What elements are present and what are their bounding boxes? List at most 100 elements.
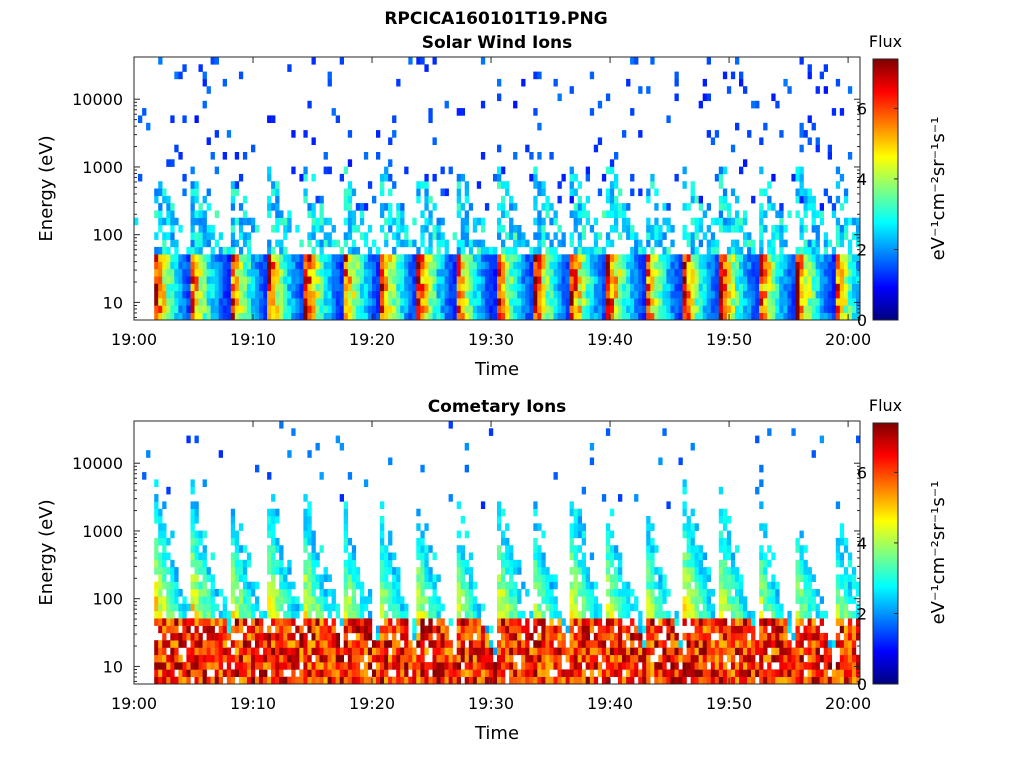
heatmap-cell [843, 312, 849, 321]
heatmap-cell [658, 298, 663, 306]
heatmap-cell [234, 567, 240, 575]
heatmap-cell [275, 640, 280, 648]
heatmap-cell [501, 181, 506, 189]
heatmap-cell [198, 254, 203, 262]
heatmap-cell [513, 290, 518, 299]
heatmap-cell [783, 647, 788, 656]
heatmap-cell [694, 246, 699, 255]
heatmap-cell [456, 567, 461, 575]
heatmap-cell [710, 676, 716, 685]
heatmap-cell [609, 647, 615, 656]
heatmap-cell [666, 115, 671, 123]
heatmap-cell [343, 239, 348, 248]
heatmap-cell [246, 246, 252, 255]
heatmap-cell [585, 676, 590, 685]
heatmap-cell [767, 589, 772, 597]
heatmap-cell [218, 283, 223, 292]
heatmap-cell [384, 654, 389, 663]
heatmap-cell [650, 173, 655, 182]
heatmap-cell [472, 254, 478, 262]
heatmap-cell [505, 261, 510, 270]
heatmap-cell [283, 254, 288, 262]
heatmap-cell [271, 181, 276, 189]
heatmap-cell [658, 676, 663, 685]
heatmap-cell [271, 618, 276, 626]
heatmap-cell [573, 618, 578, 626]
heatmap-cell [827, 290, 832, 299]
heatmap-cell [823, 232, 828, 240]
heatmap-cell [650, 581, 655, 590]
heatmap-cell [307, 530, 312, 539]
heatmap-cell [521, 298, 526, 306]
heatmap-cell [372, 676, 377, 685]
heatmap-cell [791, 298, 796, 306]
heatmap-cell [501, 603, 506, 612]
heatmap-cell [408, 254, 413, 262]
heatmap-cell [351, 217, 357, 226]
heatmap-cell [327, 574, 332, 582]
heatmap-cell [303, 618, 308, 626]
heatmap-cell [739, 298, 744, 306]
heatmap-cell [541, 567, 546, 575]
heatmap-cell [589, 669, 595, 677]
heatmap-cell [819, 676, 824, 685]
heatmap-cell [839, 232, 845, 240]
heatmap-cell [384, 567, 389, 575]
heatmap-cell [154, 195, 159, 204]
heatmap-cell [464, 188, 469, 197]
heatmap-cell [706, 298, 711, 306]
heatmap-cell [609, 662, 615, 670]
heatmap-cell [807, 632, 812, 641]
heatmap-cell [710, 217, 716, 226]
heatmap-cell [170, 625, 175, 634]
heatmap-cell [214, 283, 219, 292]
heatmap-cell [755, 669, 760, 677]
heatmap-cell [618, 625, 623, 634]
heatmap-cell [690, 559, 695, 568]
heatmap-cell [722, 574, 728, 582]
heatmap-cell [634, 603, 639, 612]
heatmap-cell [622, 662, 627, 670]
heatmap-cell [452, 283, 457, 292]
heatmap-cell [529, 298, 534, 306]
heatmap-cell [771, 283, 776, 292]
heatmap-cell [605, 290, 611, 299]
heatmap-cell [363, 603, 369, 612]
heatmap-cell [561, 647, 566, 656]
heatmap-cell [811, 246, 816, 255]
heatmap-cell [730, 669, 736, 677]
heatmap-cell [464, 647, 469, 656]
heatmap-cell [295, 298, 300, 306]
heatmap-cell [537, 523, 542, 531]
heatmap-cell [408, 662, 413, 670]
heatmap-cell [194, 246, 199, 255]
heatmap-cell [311, 232, 316, 240]
heatmap-cell [460, 268, 465, 277]
heatmap-cell [275, 312, 280, 321]
heatmap-cell [234, 276, 240, 284]
heatmap-cell [815, 305, 820, 313]
heatmap-cell [569, 283, 574, 292]
heatmap-cell [335, 261, 340, 270]
heatmap-cell [541, 552, 546, 561]
heatmap-cell [226, 662, 232, 670]
heatmap-cell [279, 632, 284, 641]
heatmap-cell [537, 312, 542, 321]
heatmap-cell [400, 225, 405, 233]
heatmap-cell [573, 188, 578, 197]
heatmap-cell [198, 290, 203, 299]
heatmap-cell [549, 647, 554, 656]
heatmap-cell [799, 232, 804, 240]
heatmap-cell [420, 537, 425, 546]
x-tick-label: 19:20 [349, 330, 395, 349]
heatmap-cell [456, 632, 461, 641]
heatmap-cell [271, 662, 276, 670]
heatmap-cell [242, 268, 248, 277]
heatmap-cell [194, 669, 199, 677]
heatmap-cell [380, 559, 385, 568]
heatmap-cell [396, 596, 401, 604]
heatmap-cell [194, 516, 199, 524]
heatmap-cell [626, 610, 631, 619]
heatmap-cell [170, 115, 175, 123]
heatmap-cell [577, 530, 582, 539]
